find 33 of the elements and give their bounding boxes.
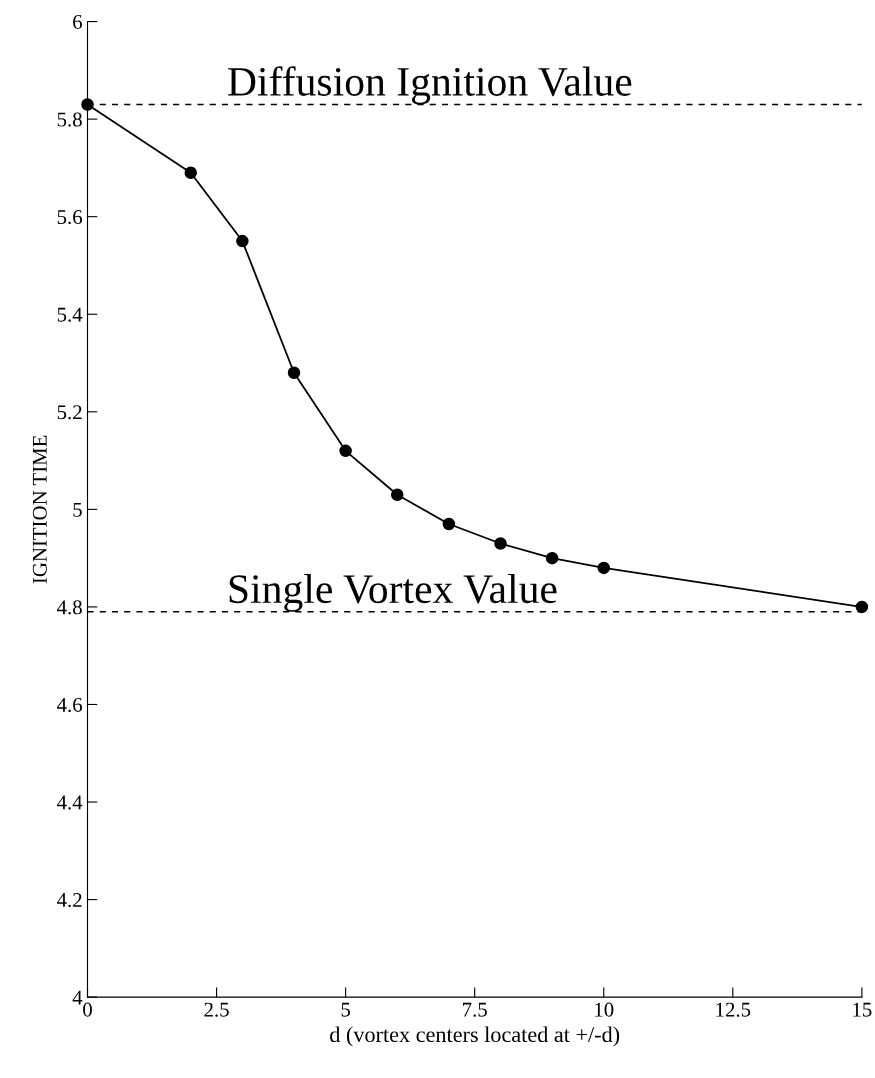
point — [442, 517, 456, 531]
point — [545, 551, 559, 565]
x-tick-label: 0 — [83, 1002, 92, 1017]
x-tick-label: 5 — [341, 1002, 351, 1017]
point — [597, 561, 611, 575]
ref-line-label: Diffusion Ignition Value — [228, 66, 632, 105]
y-tick-label: 4.2 — [57, 893, 82, 908]
x-tick-label: 12.5 — [716, 1002, 751, 1017]
x-axis-title: d (vortex centers located at +/-d) — [330, 1026, 620, 1047]
y-axis-title: IGNITION TIME — [32, 435, 47, 584]
y-tick-label: 5.8 — [57, 112, 82, 127]
x-tick-label: 2.5 — [204, 1002, 229, 1017]
point — [494, 537, 507, 550]
point — [236, 234, 249, 248]
x-tick-label: 10 — [595, 1002, 614, 1017]
x-tick-label: 7.5 — [463, 1002, 487, 1017]
y-tick-label: 5.2 — [57, 405, 82, 420]
point — [339, 444, 352, 458]
ref-line-label: Single Vortex Value — [229, 573, 557, 612]
y-tick-label: 4 — [72, 990, 83, 1005]
point — [81, 98, 94, 111]
point — [184, 166, 198, 180]
point — [390, 488, 404, 501]
y-tick-label: 5.6 — [57, 210, 83, 225]
y-tick-label: 4.4 — [57, 795, 83, 810]
y-tick-label: 4.6 — [57, 697, 83, 712]
y-tick-label: 5 — [73, 502, 82, 517]
point — [855, 600, 869, 614]
x-tick-label: 15 — [853, 1002, 872, 1017]
y-tick-label: 6 — [73, 14, 83, 29]
y-tick-label: 4.8 — [57, 600, 82, 615]
y-tick-label: 5.4 — [57, 307, 83, 322]
point — [287, 366, 301, 380]
